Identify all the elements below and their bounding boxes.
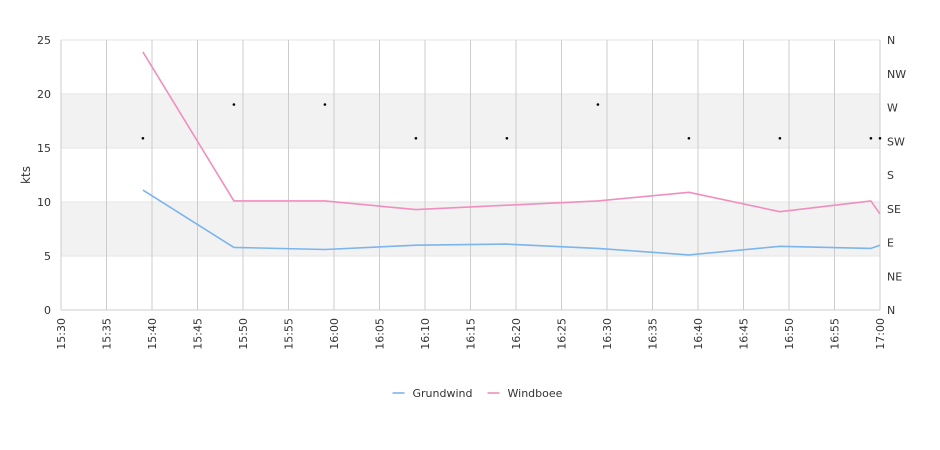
y2-tick-label: N [887,34,895,47]
x-tick-label: 16:00 [328,318,341,350]
x-tick-label: 15:35 [101,318,114,350]
x-tick-label: 16:55 [829,318,842,350]
legend-item-grundwind[interactable]: Grundwind [392,387,473,400]
x-tick-label: 15:45 [192,318,205,350]
y2-tick-label: NW [887,68,906,81]
grid-lines [60,39,881,311]
y2-tick-label: SW [887,135,905,148]
direction-marker [323,103,327,106]
x-tick-label: 17:00 [874,318,887,350]
x-tick-label: 16:20 [510,318,523,350]
x-tick-label: 16:30 [601,318,614,350]
x-tick-label: 16:05 [374,318,387,350]
axes [60,40,880,311]
y-tick-label: 0 [44,304,51,317]
x-tick-label: 16:40 [692,318,705,350]
x-tick-label: 16:25 [556,318,569,350]
direction-markers [141,103,882,140]
y-tick-label: 10 [37,196,51,209]
y2-tick-label: N [887,304,895,317]
y-tick-label: 25 [37,34,51,47]
x-tick-label: 15:50 [237,318,250,350]
legend-label: Grundwind [413,387,473,400]
x-tick-label: 16:35 [647,318,660,350]
legend-label: Windboee [508,387,563,400]
direction-marker [596,103,600,106]
series-line-windboee [142,51,881,215]
x-tick-label: 15:40 [146,318,159,350]
direction-marker [687,136,691,140]
series-lines [142,51,881,256]
direction-marker [414,136,418,140]
y2-tick-label: E [887,237,894,250]
x-tick-label: 15:30 [55,318,68,350]
x-tick-label: 16:10 [419,318,432,350]
y-tick-label: 20 [37,88,51,101]
y-tick-label: 15 [37,142,51,155]
direction-marker [878,136,882,140]
x-tick-label: 15:55 [283,318,296,350]
y-tick-label: 5 [44,250,51,263]
series-line-grundwind [142,189,881,256]
direction-marker [232,103,236,106]
direction-marker [141,136,145,140]
y2-tick-label: S [887,169,894,182]
y2-tick-label: SE [887,203,901,216]
direction-marker [505,136,509,140]
y-axis-title: kts [19,166,33,184]
y2-tick-label: NE [887,270,902,283]
x-tick-label: 16:50 [783,318,796,350]
y2-tick-label: W [887,102,898,115]
legend[interactable]: Grundwind Windboee [392,387,563,400]
x-tick-label: 16:15 [465,318,478,350]
x-tick-label: 16:45 [738,318,751,350]
direction-marker [778,136,782,140]
legend-item-windboee[interactable]: Windboee [487,387,563,400]
y-axis-labels: 0 5 10 15 20 25 [37,34,51,317]
direction-marker [869,136,873,140]
y2-axis-labels: N NE E SE S SW W NW N [887,34,906,317]
x-axis-labels: 15:30 15:35 15:40 15:45 15:50 15:55 16:00 16:05… [55,318,887,350]
